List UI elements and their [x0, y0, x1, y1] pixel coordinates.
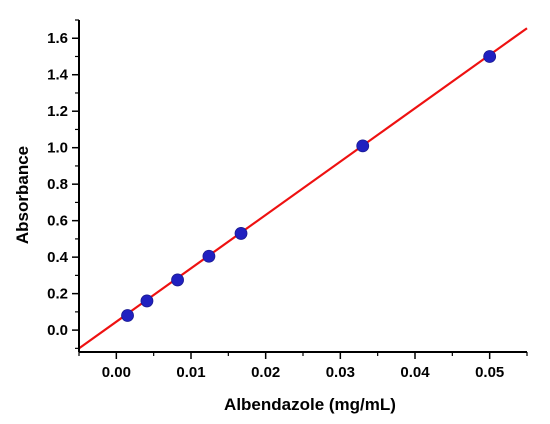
data-point	[483, 50, 497, 63]
y-tick-label: 0.8	[47, 176, 68, 193]
data-point	[202, 249, 216, 263]
x-axis-title: Albendazole (mg/mL)	[224, 395, 396, 414]
y-tick-label: 0.2	[47, 286, 68, 303]
x-tick-label: 0.05	[475, 364, 504, 381]
data-point	[234, 227, 248, 240]
x-tick-label: 0.00	[102, 364, 131, 381]
data-point	[121, 309, 134, 322]
data-point	[171, 273, 184, 287]
y-tick-label: 1.4	[47, 67, 69, 84]
y-axis-title: Absorbance	[13, 146, 32, 244]
x-tick-label: 0.01	[176, 364, 205, 381]
x-tick-label: 0.02	[251, 364, 280, 381]
x-tick-label: 0.04	[400, 364, 430, 381]
y-tick-label: 1.6	[47, 30, 68, 47]
y-tick-label: 1.0	[47, 140, 68, 157]
fit-line	[78, 27, 528, 350]
y-tick-label: 0.4	[47, 249, 69, 266]
axes: 0.00 0.01 0.02 0.03 0.04 0.05 0.0 0.2 0.4 0.6 0.8 1…	[47, 19, 528, 381]
y-tick-label: 0.0	[47, 322, 68, 339]
y-tick-label: 0.6	[47, 213, 68, 230]
data-point	[356, 139, 370, 153]
x-tick-label: 0.03	[326, 364, 355, 381]
plot-area	[78, 27, 528, 350]
y-tick-label: 1.2	[47, 103, 68, 120]
data-point	[140, 294, 154, 308]
